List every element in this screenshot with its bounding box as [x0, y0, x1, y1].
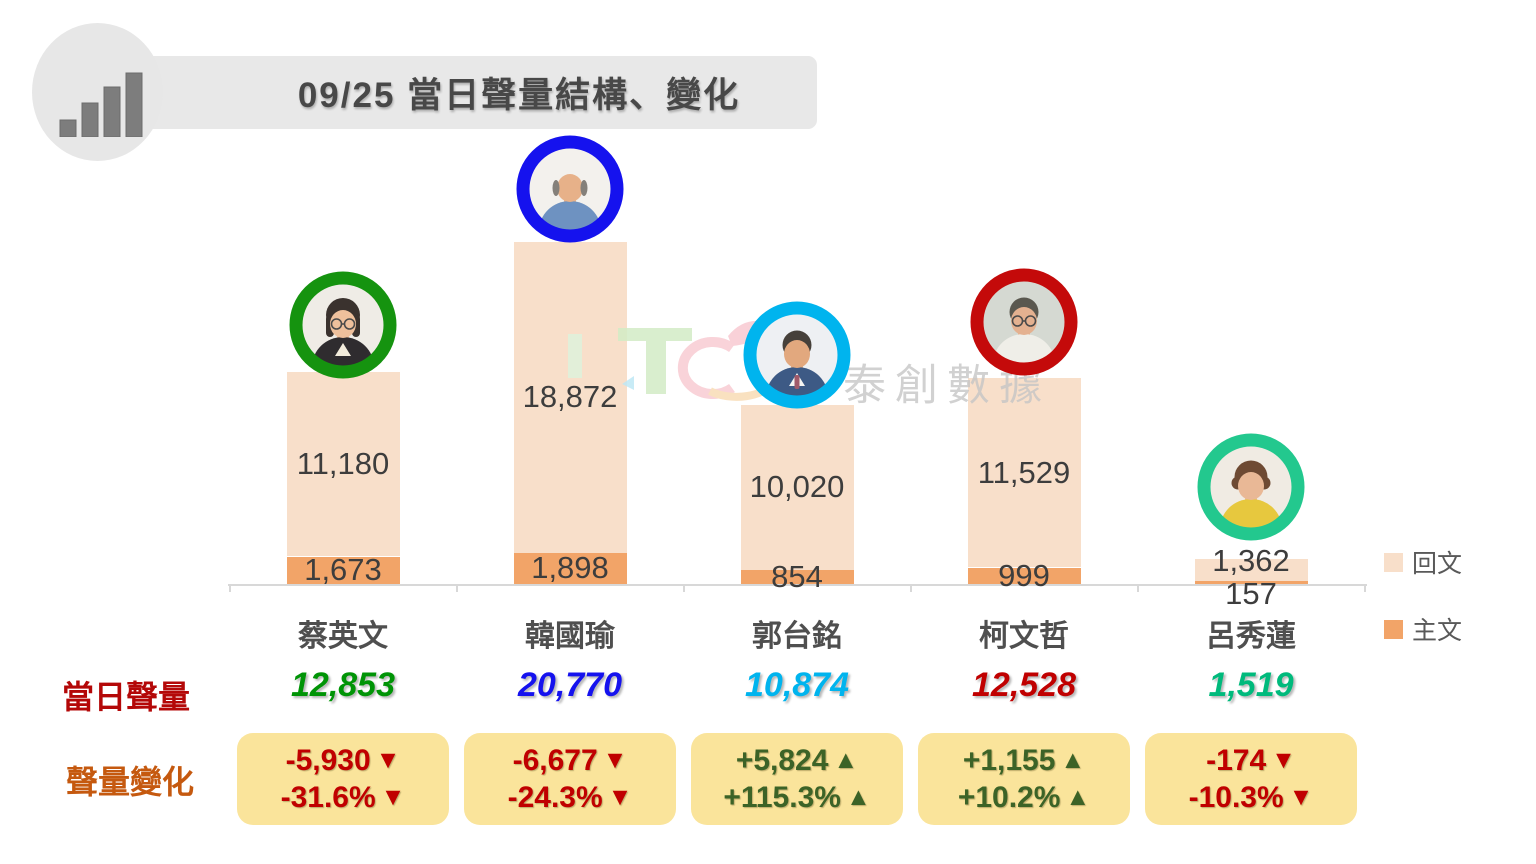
candidate-name-label: 柯文哲: [979, 620, 1069, 653]
daily-volume-row-label: 當日聲量: [62, 679, 191, 715]
volume-change-box: +1,155 ▲ +10.2% ▲: [918, 733, 1130, 825]
down-triangle-icon: ▼: [1288, 783, 1314, 812]
volume-change-box: -174 ▼ -10.3% ▼: [1145, 733, 1357, 825]
axis-tick: [682, 584, 685, 592]
bar-chart-icon: [59, 72, 142, 137]
axis-tick: [909, 584, 912, 592]
reply-value-label: 1,362: [1212, 543, 1290, 579]
candidate-name-label: 郭台銘: [752, 620, 842, 653]
main-bar-segment: 157: [1194, 576, 1308, 611]
reply-value-label: 18,872: [522, 379, 618, 415]
reply-color-swatch: [1384, 552, 1403, 572]
main-bar-segment: 1,673: [286, 552, 400, 587]
legend-item-mains: 主文: [1384, 611, 1462, 647]
reply-bar-segment: 1,362: [1194, 543, 1308, 582]
change-percent-line: +10.2% ▲: [958, 779, 1090, 817]
up-triangle-icon: ▲: [1065, 783, 1091, 812]
title-banner: 09/25 當日聲量結構、變化: [137, 56, 817, 129]
candidate-avatar: [1197, 433, 1305, 546]
volume-change-box: +5,824 ▲ +115.3% ▲: [691, 733, 903, 825]
axis-tick: [1136, 584, 1139, 592]
change-percent: -31.6%: [280, 781, 376, 814]
change-value: -174: [1206, 743, 1267, 777]
axis-tick: [228, 584, 231, 592]
change-absolute-line: -5,930 ▼: [286, 742, 401, 780]
up-triangle-icon: ▲: [845, 783, 871, 812]
main-value-label: 1,898: [531, 550, 609, 586]
down-triangle-icon: ▼: [1271, 745, 1296, 774]
header-logo-circle: [32, 23, 163, 161]
main-value-label: 999: [998, 557, 1050, 593]
reply-bar-segment: 10,020: [740, 404, 854, 570]
volume-change-row-label: 聲量變化: [66, 764, 195, 800]
candidate-avatar: [516, 135, 624, 248]
reply-bar-segment: 11,529: [967, 377, 1081, 568]
reply-value-label: 11,529: [977, 454, 1071, 490]
legend-label-mains: 主文: [1412, 617, 1463, 645]
change-absolute-line: -6,677 ▼: [513, 742, 628, 780]
candidate-avatar: [289, 271, 397, 384]
change-absolute-line: -174 ▼: [1206, 742, 1296, 780]
reply-bar-segment: 18,872: [513, 242, 627, 553]
x-axis-line: [228, 584, 1367, 586]
reply-bar-segment: 11,180: [286, 372, 400, 557]
change-percent: +115.3%: [723, 781, 841, 814]
main-value-label: 157: [1225, 575, 1277, 611]
main-value-label: 1,673: [304, 552, 382, 588]
up-triangle-icon: ▲: [833, 745, 859, 774]
volume-change-box: -6,677 ▼ -24.3% ▼: [464, 733, 676, 825]
daily-total-value: 12,528: [972, 666, 1076, 704]
main-bar-segment: 854: [740, 559, 854, 594]
change-percent: +10.2%: [957, 781, 1061, 814]
change-value: +5,824: [735, 743, 829, 777]
main-color-swatch: [1384, 619, 1403, 639]
candidate-name-label: 蔡英文: [298, 620, 388, 653]
reply-value-label: 10,020: [749, 469, 845, 505]
legend-item-replies: 回文: [1384, 544, 1462, 580]
change-percent-line: +115.3% ▲: [723, 779, 870, 817]
candidate-avatar: [743, 301, 851, 414]
main-bar-segment: 999: [967, 558, 1081, 593]
daily-total-value: 12,853: [291, 666, 395, 704]
down-triangle-icon: ▼: [602, 745, 628, 774]
candidate-name-label: 呂秀蓮: [1206, 620, 1296, 653]
down-triangle-icon: ▼: [607, 783, 633, 812]
change-percent-line: -24.3% ▼: [508, 779, 633, 817]
reply-value-label: 11,180: [296, 446, 390, 482]
page-title: 09/25 當日聲量結構、變化: [297, 76, 741, 115]
change-value: -6,677: [512, 743, 598, 777]
daily-total-value: 20,770: [518, 666, 622, 704]
change-value: -5,930: [285, 743, 371, 777]
change-percent-line: -10.3% ▼: [1189, 779, 1314, 817]
daily-total-value: 10,874: [745, 666, 849, 704]
volume-change-box: -5,930 ▼ -31.6% ▼: [237, 733, 449, 825]
change-absolute-line: +5,824 ▲: [736, 742, 858, 780]
change-percent-line: -31.6% ▼: [281, 779, 406, 817]
up-triangle-icon: ▲: [1060, 745, 1086, 774]
change-value: +1,155: [962, 743, 1056, 777]
candidate-name-label: 韓國瑜: [525, 620, 615, 653]
axis-tick: [455, 584, 458, 592]
down-triangle-icon: ▼: [380, 783, 406, 812]
change-percent: -24.3%: [507, 781, 603, 814]
legend-label-replies: 回文: [1412, 550, 1463, 578]
down-triangle-icon: ▼: [375, 745, 401, 774]
axis-tick: [1363, 584, 1366, 592]
main-value-label: 854: [771, 558, 823, 594]
candidate-avatar: [970, 268, 1078, 381]
daily-total-value: 1,519: [1208, 666, 1294, 704]
legend: 回文 主文: [1384, 544, 1462, 647]
change-absolute-line: +1,155 ▲: [963, 742, 1085, 780]
change-percent: -10.3%: [1188, 781, 1284, 814]
main-bar-segment: 1,898: [513, 550, 627, 586]
